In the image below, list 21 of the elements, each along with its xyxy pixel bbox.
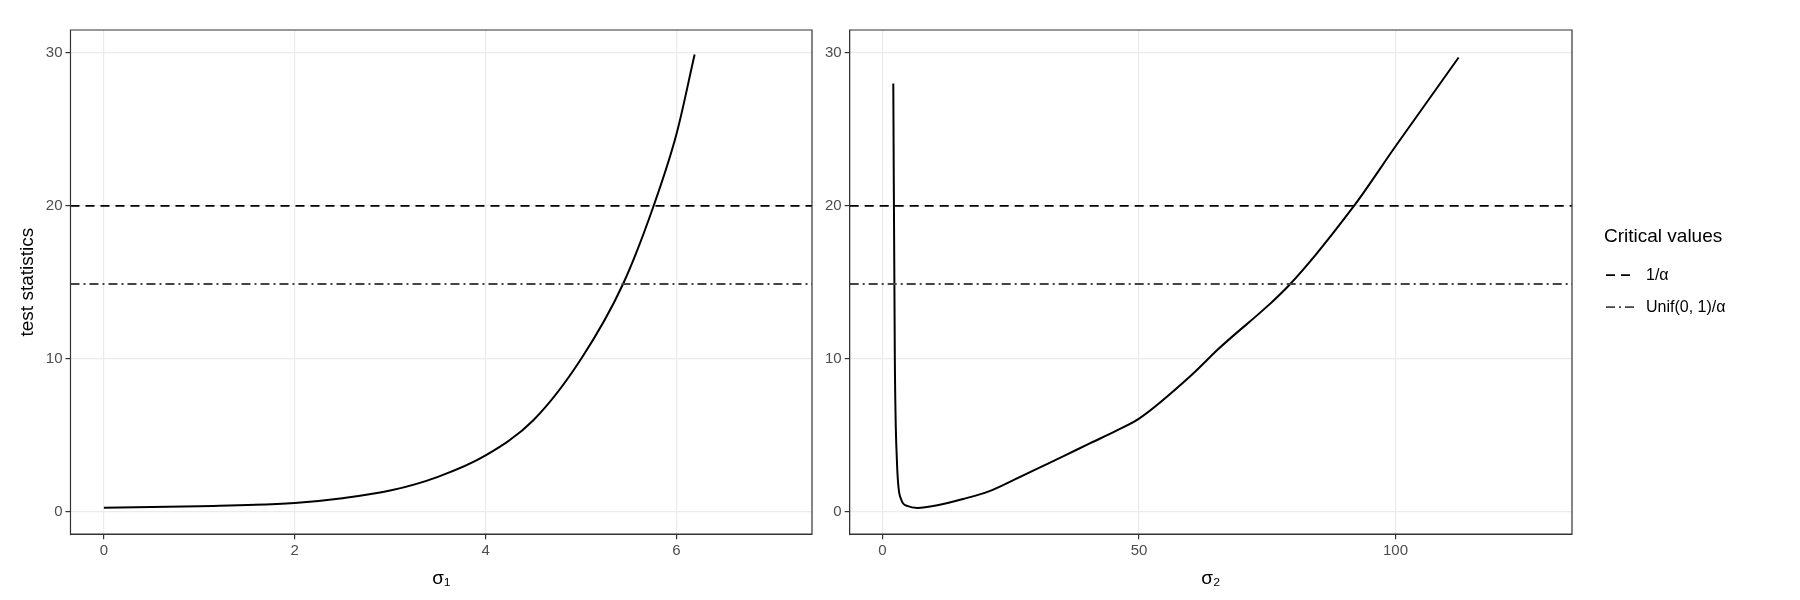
y-tick-label: 30 bbox=[825, 43, 842, 61]
x-tick-label: 100 bbox=[1383, 541, 1409, 559]
y-tick-label: 0 bbox=[833, 502, 842, 520]
x-axis-title: σ₂ bbox=[1201, 566, 1221, 588]
x-tick-label: 50 bbox=[1130, 541, 1148, 559]
x-tick-label: 2 bbox=[290, 541, 299, 559]
x-tick-label: 0 bbox=[878, 541, 887, 559]
x-tick-label: 4 bbox=[481, 541, 490, 559]
y-tick-label: 0 bbox=[54, 502, 63, 520]
y-tick-label: 30 bbox=[45, 43, 63, 61]
legend-label: 1/α bbox=[1646, 265, 1669, 283]
legend-label: Unif(0, 1)/α bbox=[1646, 297, 1726, 315]
y-tick-label: 20 bbox=[45, 196, 63, 214]
y-tick-label: 10 bbox=[825, 349, 842, 367]
y-tick-label: 20 bbox=[825, 196, 842, 214]
legend-title: Critical values bbox=[1604, 225, 1723, 247]
y-axis-title: test statistics bbox=[15, 227, 37, 337]
y-tick-label: 10 bbox=[45, 349, 63, 367]
x-axis-title: σ₁ bbox=[432, 566, 451, 588]
x-tick-label: 0 bbox=[99, 541, 109, 559]
x-tick-label: 6 bbox=[672, 541, 681, 559]
